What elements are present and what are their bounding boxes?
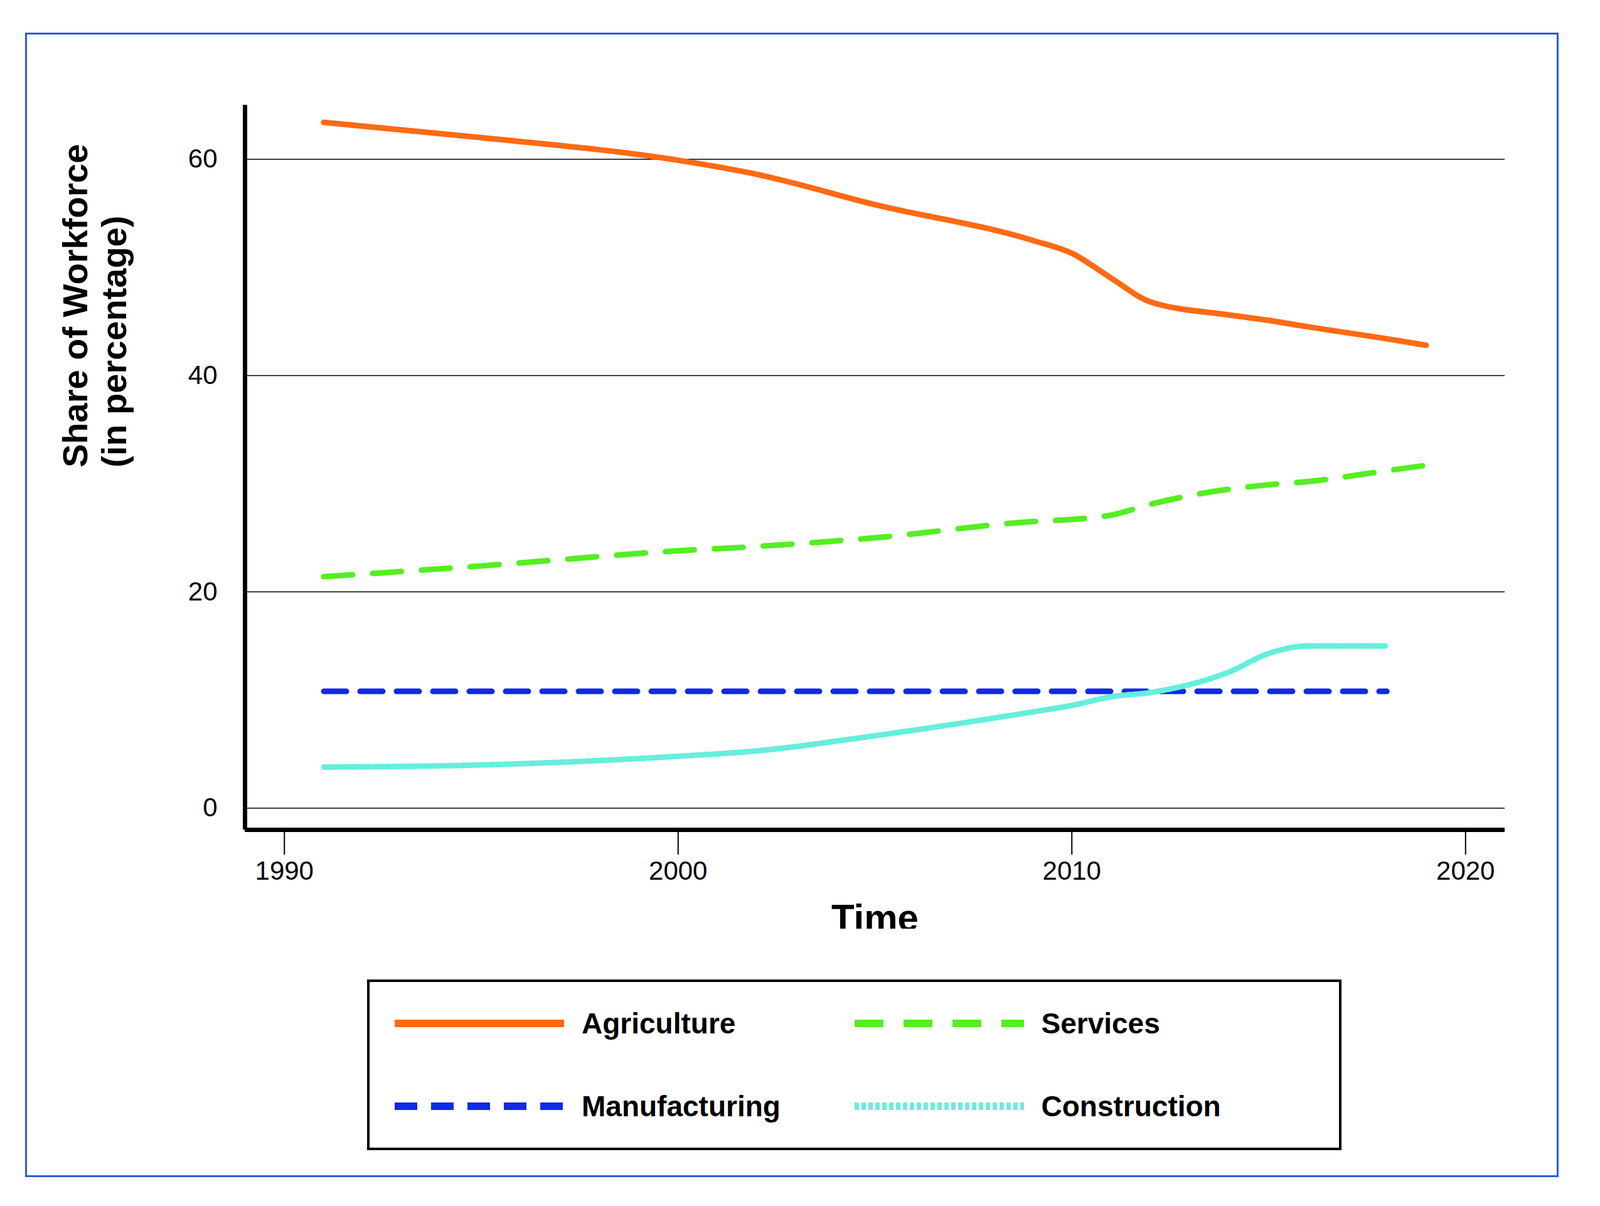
svg-text:Time: Time bbox=[831, 896, 919, 930]
html-text:Construction: Construction bbox=[1041, 1089, 1221, 1123]
svg-text:20: 20 bbox=[188, 576, 218, 607]
svg-text:2020: 2020 bbox=[1436, 855, 1495, 886]
svg-text:2000: 2000 bbox=[648, 855, 708, 886]
svg-text:60: 60 bbox=[188, 143, 218, 174]
svg-text:2010: 2010 bbox=[1042, 855, 1102, 886]
svg-text:1990: 1990 bbox=[255, 855, 314, 886]
html-text:Services: Services bbox=[1041, 1007, 1161, 1040]
svg-text:0: 0 bbox=[202, 792, 218, 822]
svg-text:40: 40 bbox=[188, 360, 218, 390]
html-text:Manufacturing: Manufacturing bbox=[581, 1089, 781, 1123]
svg-text:Share of Workforce(in percenta: Share of Workforce(in percentage) bbox=[55, 143, 134, 468]
html-text:Agriculture: Agriculture bbox=[581, 1007, 736, 1040]
